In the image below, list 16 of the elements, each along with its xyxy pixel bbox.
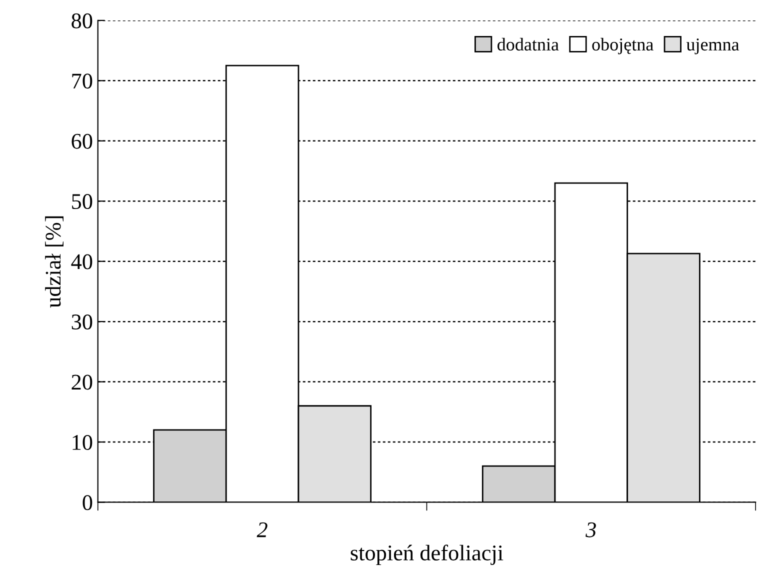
y-tick-label: 30 [72, 314, 92, 330]
y-tick-label: 80 [72, 13, 92, 28]
y-axis-title: udział [%] [45, 216, 64, 308]
x-axis-title: stopień defoliacji [350, 544, 504, 565]
y-tick-label: 70 [72, 74, 92, 89]
y-tick-label: 50 [72, 194, 92, 210]
y-tick-label: 40 [71, 254, 92, 270]
legend-label: ujemna [686, 38, 740, 54]
y-tick-label: 60 [72, 134, 92, 149]
y-tick-label: 20 [72, 374, 92, 390]
legend-label: dodatnia [498, 38, 559, 51]
legend-label: obojętna [592, 38, 654, 54]
y-tick-label: 10 [72, 434, 92, 450]
x-tick-label: 2 [256, 522, 268, 538]
x-tick-label: 3 [586, 522, 596, 538]
y-tick-label: 0 [82, 495, 92, 510]
